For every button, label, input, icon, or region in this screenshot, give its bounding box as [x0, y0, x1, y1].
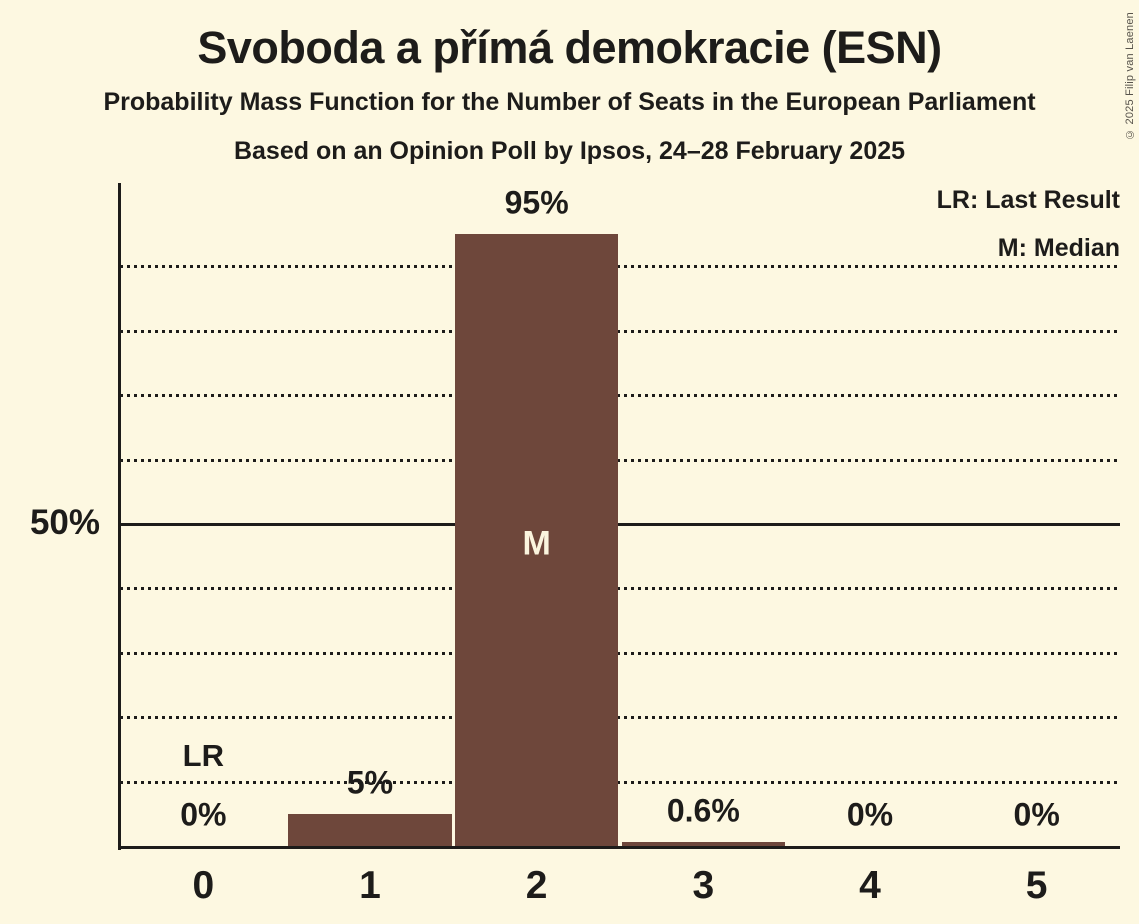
bar-seats-3	[621, 842, 786, 846]
x-tick-label-1: 1	[359, 864, 381, 907]
gridline-40pct	[120, 587, 1120, 591]
value-label-seats-0: 0%	[180, 796, 227, 833]
gridline-10pct	[120, 780, 1120, 784]
y-axis-tick-label: 50%	[29, 503, 100, 542]
x-tick-label-5: 5	[1025, 864, 1048, 907]
value-label-seats-3: 0.6%	[666, 792, 740, 829]
x-tick-label-0: 0	[192, 864, 215, 907]
legend-median: M: Median	[997, 234, 1120, 262]
chart-legend: LR: Last Result M: Median	[937, 176, 1120, 272]
gridline-60pct	[120, 458, 1120, 462]
gridline-70pct	[120, 394, 1120, 398]
gridline-50pct	[120, 523, 1120, 526]
chart-title: Svoboda a přímá demokracie (ESN)	[197, 22, 942, 73]
legend-last-result: LR: Last Result	[936, 186, 1120, 214]
value-label-seats-1: 5%	[346, 764, 394, 801]
x-tick-label-2: 2	[525, 864, 548, 907]
annotation-lr: LR	[182, 738, 224, 773]
gridline-30pct	[120, 651, 1120, 655]
chart-poll-info: Based on an Opinion Poll by Ipsos, 24–28…	[233, 137, 906, 165]
gridline-20pct	[120, 716, 1120, 720]
annotation-m: M	[522, 524, 551, 563]
x-axis-line	[118, 846, 1120, 849]
value-label-seats-4: 0%	[846, 796, 894, 833]
gridline-90pct	[120, 265, 1120, 269]
x-tick-label-3: 3	[692, 864, 715, 907]
value-label-seats-5: 0%	[1013, 796, 1060, 833]
y-axis-line	[118, 183, 121, 850]
bar-seats-1	[288, 813, 452, 846]
chart-subtitle: Probability Mass Function for the Number…	[103, 88, 1036, 116]
x-tick-label-4: 4	[859, 864, 881, 907]
value-label-seats-2: 95%	[504, 184, 569, 221]
bar-seats-2	[454, 234, 619, 846]
gridline-80pct	[120, 329, 1120, 333]
